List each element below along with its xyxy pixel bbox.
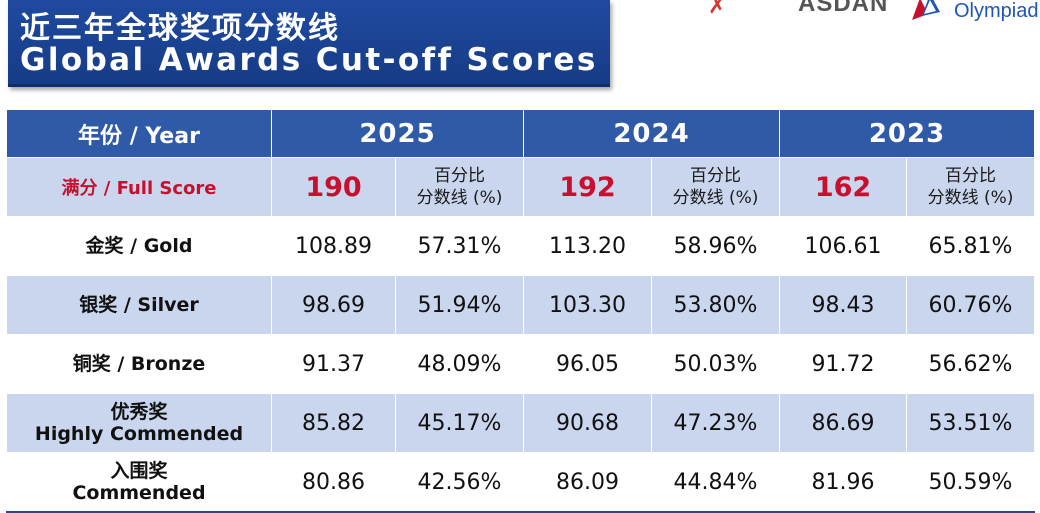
percent-2023: 60.76%: [906, 275, 1035, 335]
year-column-header: 年份 / Year: [6, 109, 272, 158]
percent-2025: 45.17%: [395, 393, 524, 453]
percentage-header-2023: 百分比 分数线 (%): [906, 157, 1035, 217]
percentage-header-2025: 百分比 分数线 (%): [395, 157, 524, 217]
row-label: 入围奖 Commended: [6, 452, 272, 513]
table-row-commended: 入围奖 Commended 80.86 42.56% 86.09 44.84% …: [6, 452, 1035, 513]
percent-2024: 50.03%: [651, 334, 780, 394]
percent-2025: 48.09%: [395, 334, 524, 394]
percentage-header-line2: 分数线 (%): [672, 188, 759, 208]
full-score-label: 满分 / Full Score: [6, 157, 272, 217]
full-score-2023: 162: [779, 157, 907, 217]
title-banner: 近三年全球奖项分数线 Global Awards Cut-off Scores: [8, 0, 610, 87]
full-score-2025: 190: [271, 157, 396, 217]
percentage-header-line1: 百分比: [690, 166, 741, 186]
percent-2023: 56.62%: [906, 334, 1035, 394]
percent-2023: 50.59%: [906, 452, 1035, 513]
percent-2024: 58.96%: [651, 216, 780, 276]
row-label-line1: 入围奖: [110, 460, 168, 482]
logo-strip: ✗ ··· ASDAN Olympiad: [700, 0, 1040, 30]
percentage-header-line2: 分数线 (%): [927, 188, 1014, 208]
row-label-line1: 银奖 / Silver: [79, 294, 199, 316]
row-label-line1: 优秀奖: [110, 401, 168, 423]
score-2023: 106.61: [779, 216, 907, 276]
full-score-row: 满分 / Full Score 190 百分比 分数线 (%) 192 百分比 …: [6, 157, 1035, 217]
percent-2023: 65.81%: [906, 216, 1035, 276]
score-2024: 113.20: [523, 216, 652, 276]
percentage-header-line1: 百分比: [434, 166, 485, 186]
partner-logo-icon: ✗: [708, 0, 727, 19]
percent-2024: 47.23%: [651, 393, 780, 453]
year-header-2023: 2023: [779, 109, 1035, 158]
page-title-chinese: 近三年全球奖项分数线: [20, 11, 340, 46]
row-label: 优秀奖 Highly Commended: [6, 393, 272, 453]
cutoff-scores-table: 年份 / Year 2025 2024 2023 满分 / Full Score…: [6, 109, 1035, 513]
olympiad-logo-text: Olympiad: [954, 0, 1039, 22]
score-2023: 91.72: [779, 334, 907, 394]
percent-2025: 42.56%: [395, 452, 524, 513]
score-2023: 86.69: [779, 393, 907, 453]
percent-2025: 57.31%: [395, 216, 524, 276]
percentage-header-line1: 百分比: [945, 166, 996, 186]
percentage-header-line2: 分数线 (%): [416, 188, 503, 208]
row-label-line2: Highly Commended: [34, 423, 244, 445]
table-row-highly-commended: 优秀奖 Highly Commended 85.82 45.17% 90.68 …: [6, 393, 1035, 453]
row-label: 银奖 / Silver: [6, 275, 272, 335]
table-row-silver: 银奖 / Silver 98.69 51.94% 103.30 53.80% 9…: [6, 275, 1035, 335]
year-header-2024: 2024: [523, 109, 780, 158]
asdan-logo: ASDAN: [798, 0, 889, 17]
percent-2024: 53.80%: [651, 275, 780, 335]
row-label: 铜奖 / Bronze: [6, 334, 272, 394]
score-2025: 91.37: [271, 334, 396, 394]
percent-2024: 44.84%: [651, 452, 780, 513]
score-2025: 108.89: [271, 216, 396, 276]
table-header-row: 年份 / Year 2025 2024 2023: [6, 109, 1035, 158]
percentage-header-2024: 百分比 分数线 (%): [651, 157, 780, 217]
score-2025: 80.86: [271, 452, 396, 513]
score-2024: 103.30: [523, 275, 652, 335]
percent-2025: 51.94%: [395, 275, 524, 335]
page-title-english: Global Awards Cut-off Scores: [20, 42, 598, 78]
score-2024: 96.05: [523, 334, 652, 394]
score-2023: 98.43: [779, 275, 907, 335]
row-label-line1: 金奖 / Gold: [85, 235, 193, 257]
year-header-2025: 2025: [271, 109, 524, 158]
olympiad-flag-icon: [912, 0, 940, 20]
score-2024: 86.09: [523, 452, 652, 513]
score-2025: 85.82: [271, 393, 396, 453]
score-2023: 81.96: [779, 452, 907, 513]
score-2025: 98.69: [271, 275, 396, 335]
row-label-line2: Commended: [72, 482, 206, 504]
table-row-bronze: 铜奖 / Bronze 91.37 48.09% 96.05 50.03% 91…: [6, 334, 1035, 394]
row-label-line1: 铜奖 / Bronze: [72, 353, 206, 375]
percent-2023: 53.51%: [906, 393, 1035, 453]
full-score-2024: 192: [523, 157, 652, 217]
score-2024: 90.68: [523, 393, 652, 453]
partner-logo-mark-icon: ···: [728, 0, 745, 8]
table-row-gold: 金奖 / Gold 108.89 57.31% 113.20 58.96% 10…: [6, 216, 1035, 276]
row-label: 金奖 / Gold: [6, 216, 272, 276]
